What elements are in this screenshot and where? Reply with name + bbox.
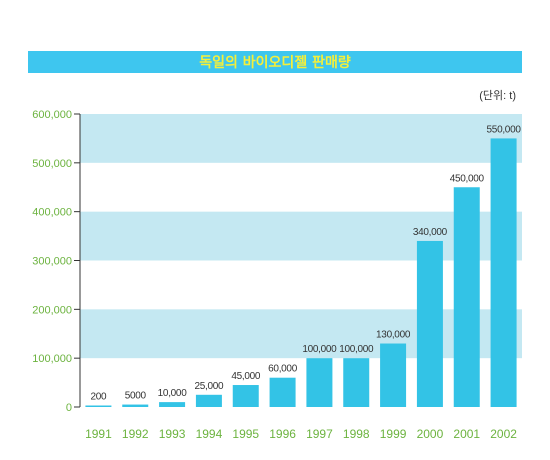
bar-2001 (453, 187, 480, 407)
y-tick-label: 100,000 (32, 353, 72, 365)
data-label-1991: 200 (91, 392, 108, 403)
band-3 (80, 211, 522, 261)
data-label-1994: 25,000 (195, 381, 225, 392)
chart-title: 독일의 바이오디젤 판매량 (199, 54, 351, 71)
x-tick-label-1994: 1994 (196, 427, 223, 441)
data-label-1992: 5000 (125, 391, 147, 402)
data-label-2002: 550,000 (487, 124, 522, 135)
bar-2002 (490, 138, 517, 407)
title-banner (28, 51, 522, 73)
data-label-1999: 130,000 (376, 330, 411, 341)
x-tick-label-1997: 1997 (306, 427, 333, 441)
bar-2000 (416, 240, 443, 407)
y-tick-label: 500,000 (32, 158, 72, 170)
x-tick-label-1995: 1995 (232, 427, 259, 441)
bar-1994 (195, 394, 222, 407)
bar-1996 (269, 377, 296, 407)
bar-1997 (306, 358, 333, 407)
bar-1999 (380, 343, 407, 407)
x-axis-ticks: 1991 1992 1993 1994 1995 1996 1997 1998 1999 2000… (85, 427, 517, 441)
x-tick-label-1999: 1999 (380, 427, 407, 441)
data-label-2001: 450,000 (450, 173, 485, 184)
x-tick-label-1993: 1993 (159, 427, 186, 441)
y-tick-label: 0 (66, 402, 72, 414)
y-tick-label: 600,000 (32, 109, 72, 121)
y-tick-label: 200,000 (32, 304, 72, 316)
x-tick-label-2002: 2002 (490, 427, 517, 441)
x-tick-label-2001: 2001 (453, 427, 480, 441)
data-label-1996: 60,000 (268, 364, 298, 375)
bars (85, 138, 517, 407)
data-label-1997: 100,000 (302, 344, 337, 355)
y-tick-label: 300,000 (32, 256, 72, 268)
bar-1995 (232, 385, 259, 407)
background-bands (80, 114, 522, 359)
band-1 (80, 309, 522, 359)
x-tick-label-2000: 2000 (417, 427, 444, 441)
y-tick-label: 400,000 (32, 207, 72, 219)
bar-1993 (159, 402, 186, 407)
bar-1998 (343, 358, 370, 407)
data-labels: 200 5000 10,000 25,000 45,000 60,000 100,000 10… (91, 124, 522, 402)
data-label-1995: 45,000 (231, 371, 261, 382)
band-5 (80, 114, 522, 163)
unit-label: (단위: t) (479, 89, 516, 102)
x-tick-label-1996: 1996 (269, 427, 296, 441)
x-tick-label-1998: 1998 (343, 427, 370, 441)
data-label-2000: 340,000 (413, 227, 448, 238)
bar-1992 (122, 404, 149, 407)
y-axis-ticks: 0 100,000 200,000 300,000 400,000 500,000 600,… (32, 109, 80, 414)
data-label-1998: 100,000 (339, 344, 374, 355)
x-tick-label-1991: 1991 (85, 427, 112, 441)
x-tick-label-1992: 1992 (122, 427, 149, 441)
data-label-1993: 10,000 (158, 388, 188, 399)
bar-1991 (85, 405, 112, 407)
